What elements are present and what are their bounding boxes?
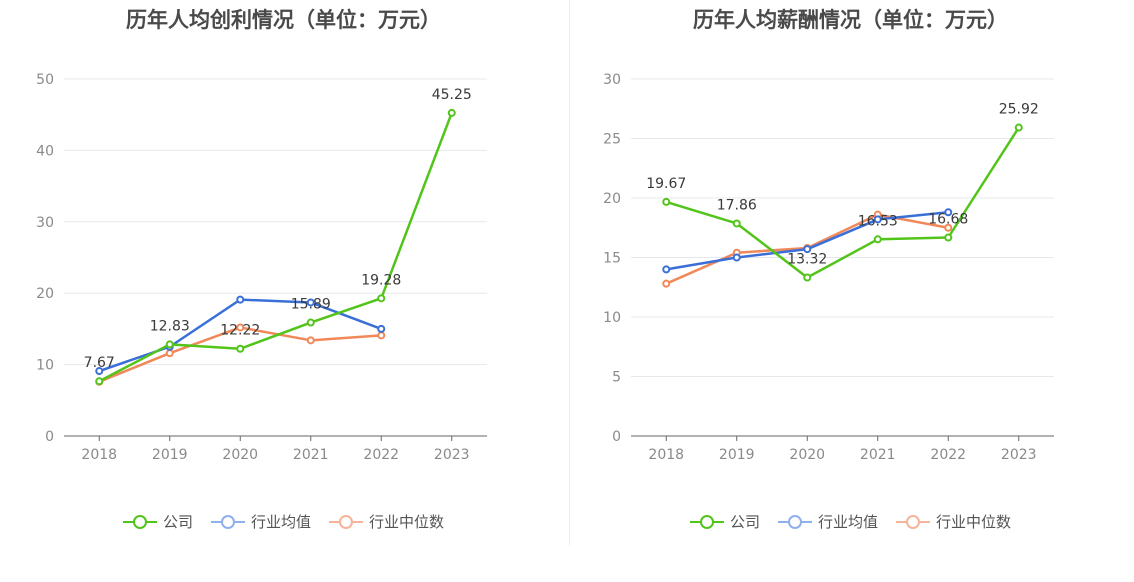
data-label: 17.86 bbox=[717, 197, 757, 213]
y-tick-label: 25 bbox=[603, 132, 621, 148]
legend-label: 行业中位数 bbox=[936, 513, 1012, 531]
data-point-industry-avg bbox=[95, 367, 104, 376]
data-label: 12.83 bbox=[150, 318, 190, 334]
legend-company-marker bbox=[122, 514, 157, 530]
per-capita-salary-chart: 历年人均薪酬情况（单位：万元） 0 5 10 15 20 25 30 2018 2019 2020… bbox=[567, 0, 1134, 582]
series-line-company bbox=[98, 112, 453, 383]
data-point-company bbox=[377, 294, 386, 303]
x-tick-label: 2020 bbox=[789, 447, 825, 463]
data-point-company bbox=[662, 197, 671, 206]
series-line-company bbox=[665, 126, 1020, 279]
y-tick-label: 50 bbox=[36, 72, 54, 88]
legend-label: 行业中位数 bbox=[369, 513, 445, 531]
data-point-industry-avg bbox=[236, 295, 245, 304]
data-point-industry-avg bbox=[306, 298, 315, 307]
data-point-company bbox=[95, 377, 104, 386]
data-point-industry-avg bbox=[662, 265, 671, 274]
chart-legend: 公司 行业均值 行业中位数 bbox=[0, 511, 567, 532]
x-tick-label: 2021 bbox=[293, 447, 329, 463]
legend-label: 公司 bbox=[729, 513, 760, 531]
data-label: 16.68 bbox=[928, 212, 968, 228]
x-tick-label: 2022 bbox=[363, 447, 399, 463]
y-tick-label: 10 bbox=[36, 358, 54, 374]
chart-title: 历年人均薪酬情况（单位：万元） bbox=[693, 8, 1008, 32]
y-tick-label: 30 bbox=[36, 215, 54, 231]
data-point-industry-median bbox=[662, 279, 671, 288]
legend-industry-median-marker bbox=[329, 514, 363, 530]
data-point-company bbox=[944, 233, 953, 242]
data-point-industry-median bbox=[165, 349, 174, 358]
legend-label: 行业均值 bbox=[250, 513, 311, 531]
data-point-company bbox=[803, 273, 812, 282]
x-tick-label: 2018 bbox=[81, 447, 117, 463]
data-point-industry-median bbox=[377, 331, 386, 340]
y-tick-label: 0 bbox=[612, 429, 621, 445]
panel-divider bbox=[569, 0, 570, 545]
data-point-company bbox=[236, 344, 245, 353]
x-tick-label: 2019 bbox=[152, 447, 188, 463]
legend-industry-median-marker bbox=[896, 514, 930, 530]
data-label: 16.53 bbox=[858, 213, 898, 229]
data-point-company bbox=[447, 108, 456, 117]
data-label: 12.22 bbox=[220, 323, 260, 339]
per-capita-profit-chart: 历年人均创利情况（单位：万元） 0 10 20 30 40 50 2018 2019 2020 2… bbox=[0, 8, 567, 532]
data-point-industry-avg bbox=[377, 324, 386, 333]
chart-plot-area: 0 10 20 30 40 50 2018 2019 2020 2021 2022 2023 7.67 1… bbox=[36, 72, 487, 463]
legend-company-marker bbox=[689, 514, 724, 530]
x-tick-label: 2022 bbox=[930, 447, 966, 463]
y-tick-label: 15 bbox=[603, 251, 621, 267]
data-label: 13.32 bbox=[787, 251, 827, 267]
legend-industry-avg-marker bbox=[777, 514, 812, 530]
chart-title: 历年人均创利情况（单位：万元） bbox=[126, 8, 441, 32]
legend-item-industry-avg[interactable]: 行业均值 bbox=[210, 511, 311, 532]
y-tick-label: 40 bbox=[36, 143, 54, 159]
data-label: 15.89 bbox=[291, 297, 331, 313]
data-point-industry-median bbox=[944, 223, 953, 232]
data-point-company bbox=[165, 340, 174, 349]
legend-label: 行业均值 bbox=[817, 513, 878, 531]
y-tick-label: 5 bbox=[612, 370, 621, 386]
x-tick-label: 2018 bbox=[648, 447, 684, 463]
data-point-industry-avg bbox=[944, 208, 953, 217]
chart-legend: 公司 行业均值 行业中位数 bbox=[567, 511, 1134, 532]
data-label: 19.67 bbox=[646, 176, 686, 192]
data-point-company bbox=[306, 318, 315, 327]
data-label: 19.28 bbox=[361, 272, 401, 288]
data-label: 7.67 bbox=[84, 355, 115, 371]
data-label: 45.25 bbox=[432, 87, 472, 103]
data-point-industry-avg bbox=[803, 245, 812, 254]
data-point-industry-median bbox=[236, 323, 245, 332]
legend-item-industry-avg[interactable]: 行业均值 bbox=[777, 511, 878, 532]
chart-plot-area: 0 5 10 15 20 25 30 2018 2019 2020 2021 2022 2023 19.6… bbox=[603, 72, 1054, 463]
x-tick-label: 2023 bbox=[1001, 447, 1037, 463]
data-point-company bbox=[1014, 123, 1023, 132]
data-point-company bbox=[873, 235, 882, 244]
legend-item-company[interactable]: 公司 bbox=[689, 511, 760, 532]
legend-industry-avg-marker bbox=[210, 514, 245, 530]
data-label: 25.92 bbox=[999, 102, 1039, 118]
legend-label: 公司 bbox=[162, 513, 193, 531]
y-tick-label: 20 bbox=[603, 191, 621, 207]
data-point-industry-avg bbox=[732, 253, 741, 262]
x-tick-label: 2020 bbox=[222, 447, 258, 463]
x-tick-label: 2021 bbox=[860, 447, 896, 463]
x-tick-label: 2023 bbox=[434, 447, 470, 463]
data-point-industry-median bbox=[306, 336, 315, 345]
data-point-company bbox=[732, 219, 741, 228]
y-tick-label: 30 bbox=[603, 72, 621, 88]
legend-item-industry-median[interactable]: 行业中位数 bbox=[896, 511, 1011, 532]
y-tick-label: 0 bbox=[45, 429, 54, 445]
x-tick-label: 2019 bbox=[719, 447, 755, 463]
y-tick-label: 10 bbox=[603, 310, 621, 326]
data-point-industry-avg bbox=[873, 215, 882, 224]
legend-item-company[interactable]: 公司 bbox=[122, 511, 193, 532]
y-tick-label: 20 bbox=[36, 286, 54, 302]
legend-item-industry-median[interactable]: 行业中位数 bbox=[329, 511, 444, 532]
